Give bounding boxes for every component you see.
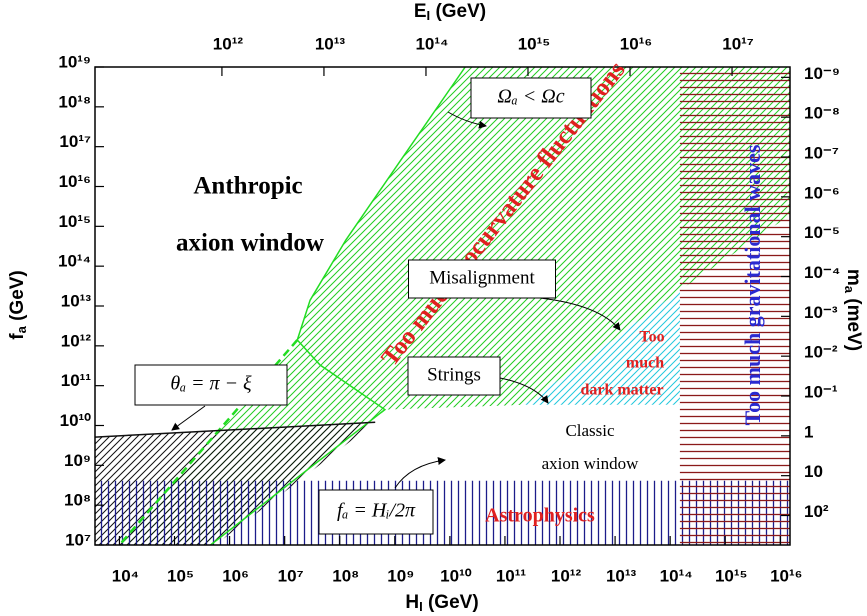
annotation: Classic bbox=[565, 421, 615, 440]
annotation: Strings bbox=[427, 364, 481, 385]
y-tick-label: 10¹⁵ bbox=[58, 212, 91, 231]
y2-tick-label: 10⁻⁹ bbox=[804, 64, 840, 83]
arrow bbox=[539, 297, 621, 331]
arrow bbox=[394, 457, 446, 489]
annotation: axion window bbox=[176, 230, 324, 257]
annotation: Too bbox=[639, 329, 664, 346]
x2-axis-title-part: E bbox=[414, 1, 427, 22]
y-tick-label: 10¹⁹ bbox=[58, 52, 91, 71]
x-axis-title-part: H bbox=[405, 592, 419, 613]
y2-tick-label: 10⁻² bbox=[804, 343, 838, 362]
y-tick-label: 10⁷ bbox=[65, 530, 91, 549]
annotation: much bbox=[626, 355, 664, 372]
hatched-region bbox=[524, 290, 680, 405]
y2-tick-label: 10⁻⁵ bbox=[804, 223, 840, 242]
label-box bbox=[408, 259, 556, 299]
y2-tick-label: 10⁻⁷ bbox=[804, 143, 839, 162]
label-box bbox=[470, 77, 592, 119]
x2-tick-label: 10¹⁶ bbox=[620, 34, 652, 53]
annotation: Misalignment bbox=[429, 267, 535, 288]
x-tick-label: 10⁶ bbox=[222, 566, 249, 585]
y-tick-label: 10¹⁸ bbox=[58, 92, 91, 111]
x-axis-title-part: (GeV) bbox=[423, 592, 479, 613]
x-axis-title: HI (GeV) bbox=[405, 592, 478, 614]
y-axis-title-part: (GeV) bbox=[7, 270, 28, 326]
y2-tick-label: 10⁻⁴ bbox=[804, 263, 840, 282]
label-box bbox=[134, 364, 288, 406]
y-axis-title-part: a bbox=[14, 325, 29, 333]
annotation: fₐ = Hᵢ/2π bbox=[337, 500, 416, 522]
annotation: Ωₐ < Ωc bbox=[497, 86, 564, 108]
x-tick-label: 10⁸ bbox=[332, 566, 359, 585]
x-tick-label: 10⁵ bbox=[167, 566, 194, 585]
x-tick-label: 10⁹ bbox=[387, 566, 414, 585]
x2-axis-title: EI (GeV) bbox=[414, 1, 486, 23]
x2-tick-label: 10¹² bbox=[213, 34, 244, 53]
x-tick-label: 10¹⁴ bbox=[660, 566, 693, 585]
y-tick-label: 10¹⁷ bbox=[59, 132, 91, 151]
y2-tick-label: 10² bbox=[804, 502, 829, 521]
y2-tick-label: 10 bbox=[804, 462, 823, 481]
y-tick-label: 10¹³ bbox=[61, 291, 92, 310]
x2-tick-label: 10¹⁵ bbox=[518, 34, 551, 53]
x-tick-label: 10¹² bbox=[551, 566, 582, 585]
y-tick-label: 10¹¹ bbox=[61, 371, 92, 390]
hatched-region bbox=[679, 67, 790, 545]
x-axis-title-part: I bbox=[419, 599, 423, 614]
y-tick-label: 10¹⁴ bbox=[58, 252, 91, 271]
y-tick-label: 10⁹ bbox=[64, 451, 91, 470]
label-box bbox=[318, 489, 434, 535]
x-tick-label: 10⁷ bbox=[278, 566, 304, 585]
x-tick-label: 10¹⁰ bbox=[440, 566, 472, 585]
y-axis-title: fa (GeV) bbox=[7, 270, 29, 340]
annotation: Too much gravitational waves bbox=[740, 144, 765, 425]
y2-axis-title-part: a bbox=[842, 286, 857, 294]
y-tick-label: 10⁸ bbox=[64, 491, 91, 510]
axes: 10⁴ 10⁵ 10⁶ 10⁷ 10⁸ 10⁹ 10¹⁰ 10¹¹ 10¹² 10¹³ 10¹⁴ 10… bbox=[7, 1, 864, 614]
x2-tick-label: 10¹⁴ bbox=[415, 34, 448, 53]
y2-tick-label: 10⁻¹ bbox=[804, 382, 838, 401]
x-tick-label: 10¹⁵ bbox=[715, 566, 748, 585]
y2-tick-label: 1 bbox=[804, 422, 813, 441]
annotation: Astrophysics bbox=[485, 505, 595, 527]
annotation: axion window bbox=[542, 454, 640, 473]
hatched-region bbox=[119, 67, 790, 545]
arrow bbox=[499, 377, 549, 404]
x-tick-label: 10⁴ bbox=[112, 566, 139, 585]
label-box bbox=[407, 356, 501, 396]
annotation: dark matter bbox=[580, 382, 663, 399]
boundary-line bbox=[210, 66, 466, 546]
annotation: Anthropic bbox=[193, 173, 302, 200]
x2-axis-title-part: (GeV) bbox=[430, 1, 486, 22]
x2-tick-label: 10¹³ bbox=[315, 34, 346, 53]
x2-tick-label: 10¹⁷ bbox=[722, 34, 754, 53]
y2-tick-label: 10⁻⁸ bbox=[804, 104, 840, 123]
y2-axis-title: ma (meV) bbox=[842, 269, 864, 351]
y-axis-title-part: f bbox=[7, 333, 28, 340]
x-tick-label: 10¹⁶ bbox=[770, 566, 802, 585]
hatched-region bbox=[95, 480, 790, 545]
x-tick-label: 10¹¹ bbox=[496, 566, 527, 585]
x-tick-label: 10¹³ bbox=[606, 566, 637, 585]
y2-axis-title-part: (meV) bbox=[843, 293, 864, 351]
y-tick-label: 10¹⁶ bbox=[59, 172, 91, 191]
annotation: θₐ = π − ξ bbox=[170, 373, 252, 395]
y-tick-label: 10¹² bbox=[61, 331, 92, 350]
y2-tick-label: 10⁻³ bbox=[804, 303, 838, 322]
x2-axis-title-part: I bbox=[427, 8, 431, 23]
y2-tick-label: 10⁻⁶ bbox=[804, 183, 840, 202]
boundary-line bbox=[94, 421, 376, 438]
y-tick-label: 10¹⁰ bbox=[60, 411, 92, 430]
y2-axis-title-part: m bbox=[843, 269, 864, 286]
arrow bbox=[171, 405, 206, 431]
regions bbox=[95, 67, 790, 545]
arrow bbox=[447, 111, 487, 129]
